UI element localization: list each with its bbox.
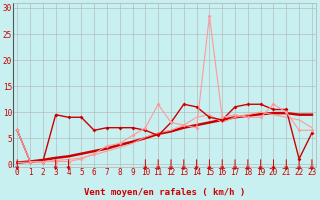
X-axis label: Vent moyen/en rafales ( km/h ): Vent moyen/en rafales ( km/h ) xyxy=(84,188,245,197)
